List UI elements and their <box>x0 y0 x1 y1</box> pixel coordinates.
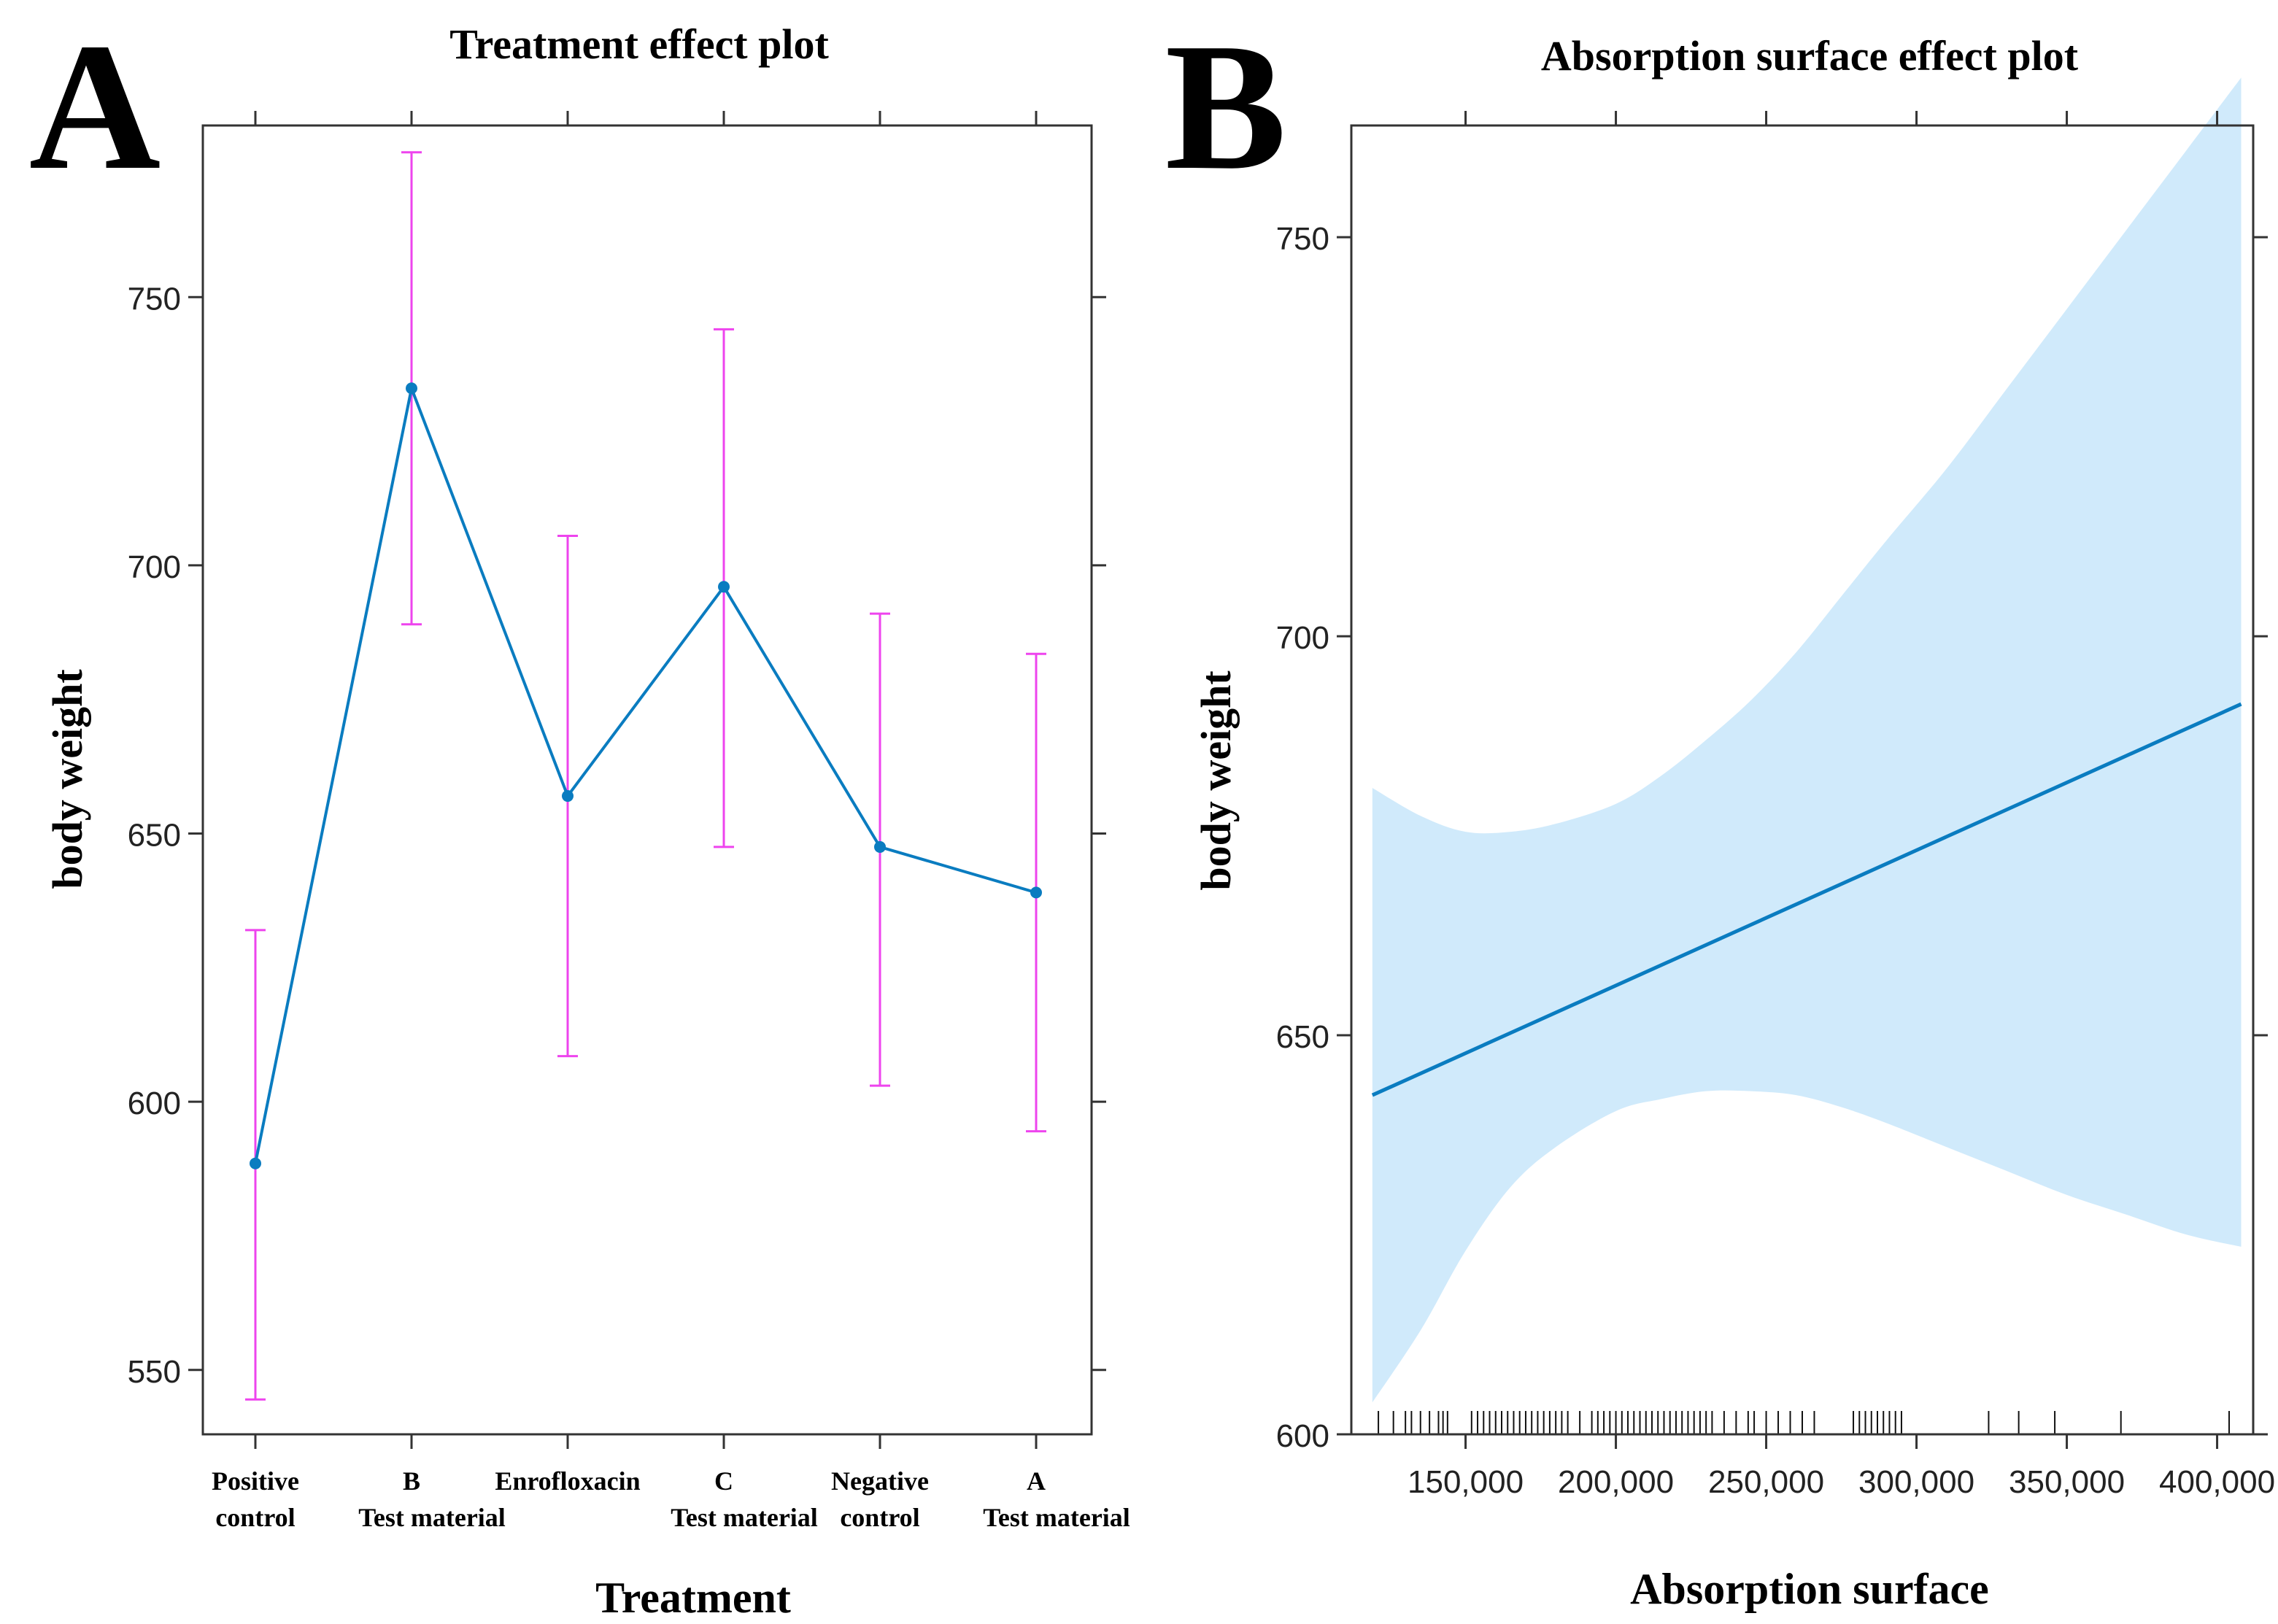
panel-b-axes: 600 650 700 750 150,000 200,000 250,000 300,000… <box>1276 111 2275 1500</box>
panel-b-ylabel: body weight <box>1192 670 1240 891</box>
panel-a-title: Treatment effect plot <box>449 20 829 68</box>
confidence-band <box>1372 77 2242 1403</box>
panel-a-letter: A <box>29 6 161 208</box>
x-tick-label-0: 150,000 <box>1408 1464 1524 1500</box>
x-tick-label-2: 250,000 <box>1708 1464 1824 1500</box>
data-point-2 <box>562 790 574 803</box>
panel-b-confidence-band <box>1372 77 2242 1403</box>
y-tick-label-2: 700 <box>1276 620 1329 656</box>
x-tick-label-4: 350,000 <box>2009 1464 2125 1500</box>
panel-b-rug <box>1378 1411 2231 1434</box>
y-tick-label-0: 550 <box>128 1354 181 1390</box>
x-tick-label-1-line1: B <box>403 1466 420 1496</box>
y-tick-label-4: 750 <box>128 281 181 317</box>
panel-a-series <box>250 382 1042 1169</box>
x-tick-label-5-line2: Test material <box>983 1503 1130 1532</box>
panel-b-letter: B <box>1165 6 1287 208</box>
x-tick-label-2-line1: Enrofloxacin <box>495 1466 640 1496</box>
fit-line <box>1371 702 2242 1097</box>
panel-a-ylabel: body weight <box>44 669 91 889</box>
x-tick-label-5-line1: A <box>1027 1466 1046 1496</box>
panel-b-title: Absorption surface effect plot <box>1541 32 2079 80</box>
y-tick-label-1: 650 <box>1276 1019 1329 1055</box>
y-tick-label-0: 600 <box>1276 1418 1329 1454</box>
panel-a-plot-frame <box>201 124 1093 1436</box>
x-tick-label-3-line1: C <box>714 1466 733 1496</box>
panel-b: B Absorption surface effect plot 600 650 7… <box>1165 6 2275 1613</box>
x-tick-label-3: 300,000 <box>1858 1464 1974 1500</box>
panel-a: A Treatment effect plot 550 600 650 700 750 P… <box>29 6 1130 1622</box>
y-tick-label-3: 750 <box>1276 221 1329 257</box>
panel-a-errorbars <box>245 151 1046 1401</box>
panel-a-xlabel: Treatment <box>595 1574 791 1622</box>
x-tick-label-1: 200,000 <box>1558 1464 1674 1500</box>
data-point-4 <box>874 840 886 853</box>
panel-b-xlabel: Absorption surface <box>1630 1565 1989 1613</box>
y-tick-label-3: 700 <box>128 549 181 585</box>
x-tick-label-0-line1: Positive <box>212 1466 299 1496</box>
data-point-0 <box>250 1157 261 1169</box>
x-tick-label-0-line2: control <box>215 1503 295 1532</box>
x-tick-label-4-line1: Negative <box>831 1466 929 1496</box>
x-tick-label-5: 400,000 <box>2159 1464 2275 1500</box>
x-tick-label-1-line2: Test material <box>358 1503 506 1532</box>
panel-b-plot-frame <box>1350 124 2255 1436</box>
panel-a-axes: 550 600 650 700 750 Positive control B Test mate… <box>128 111 1130 1532</box>
x-tick-label-3-line2: Test material <box>671 1503 818 1532</box>
series-line-fit <box>254 383 1037 1164</box>
y-tick-label-2: 650 <box>128 818 181 854</box>
x-tick-label-4-line2: control <box>840 1503 919 1532</box>
data-point-5 <box>1030 886 1042 899</box>
data-point-1 <box>406 382 417 395</box>
y-tick-label-1: 600 <box>128 1086 181 1121</box>
data-point-3 <box>718 581 730 593</box>
panel-b-fit <box>1371 702 2242 1097</box>
